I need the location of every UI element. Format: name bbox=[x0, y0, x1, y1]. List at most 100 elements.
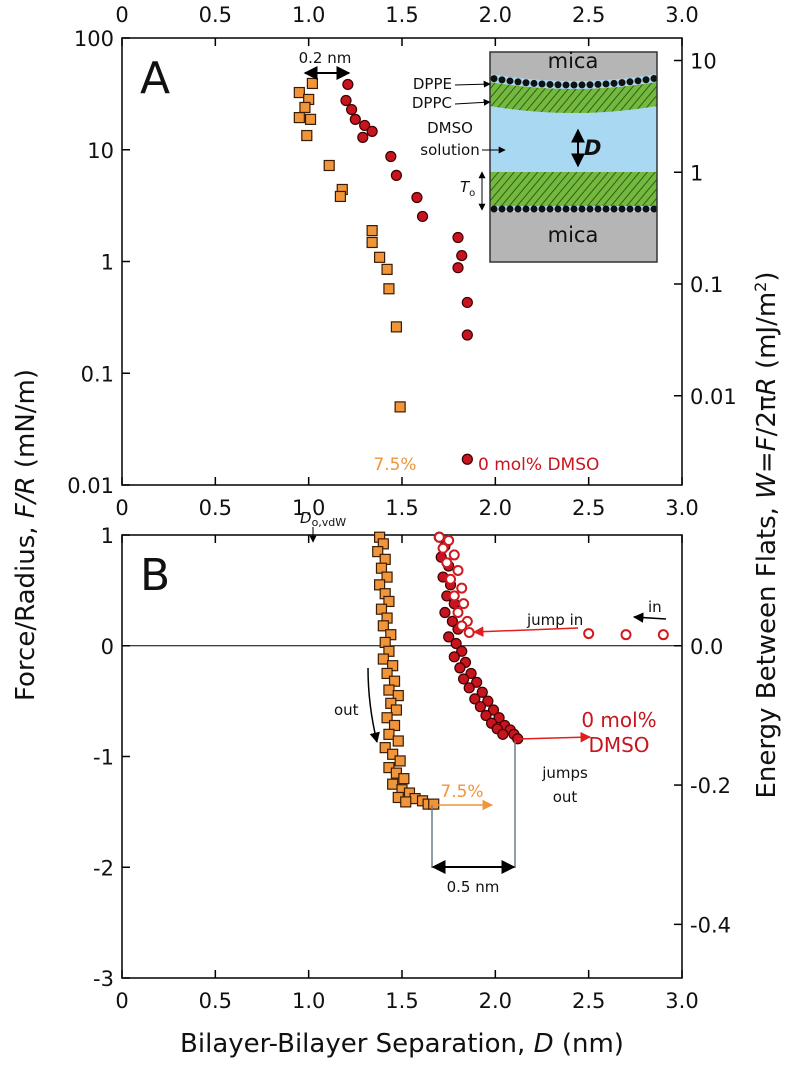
data-point bbox=[458, 673, 470, 685]
data-point bbox=[342, 78, 354, 91]
x-tick-label: 3.0 bbox=[665, 496, 698, 520]
data-point bbox=[392, 689, 404, 702]
headgroup bbox=[578, 81, 586, 89]
y-axis-label: Force/Radius, F/R (mN/m) bbox=[11, 369, 41, 701]
annotation: D bbox=[300, 509, 312, 527]
data-point bbox=[385, 150, 397, 163]
data-point bbox=[480, 709, 492, 722]
y-axis-label: F/R bbox=[11, 476, 41, 518]
data-point bbox=[377, 538, 389, 550]
data-point bbox=[375, 603, 388, 615]
x-tick-label: 2.5 bbox=[572, 3, 605, 27]
data-point bbox=[381, 263, 393, 275]
x-tick-label: 0.5 bbox=[199, 3, 232, 27]
headgroup bbox=[650, 205, 658, 213]
annotation: out bbox=[334, 701, 359, 719]
headgroup bbox=[562, 205, 570, 213]
headgroup bbox=[538, 80, 546, 88]
y2-axis-label: W bbox=[752, 472, 782, 499]
data-point bbox=[456, 249, 468, 262]
y2-tick-label: 0.0 bbox=[690, 635, 723, 659]
data-point bbox=[461, 329, 473, 341]
headgroup bbox=[618, 205, 626, 213]
y2-axis-label: Energy Between Flats, W=F/2πR (mJ/m2) bbox=[751, 271, 782, 798]
x-axis-label: Bilayer-Bilayer Separation, bbox=[180, 1029, 534, 1059]
data-point bbox=[448, 590, 460, 602]
data-point bbox=[458, 598, 470, 610]
headgroup bbox=[594, 80, 602, 88]
data-point bbox=[334, 190, 346, 203]
data-point bbox=[381, 571, 393, 583]
x-tick-label: 0.5 bbox=[199, 989, 232, 1013]
headgroup bbox=[514, 78, 522, 86]
data-point bbox=[366, 225, 378, 237]
x-tick-label: 1.0 bbox=[292, 989, 325, 1013]
y-tick-label: -2 bbox=[93, 856, 114, 880]
panel-label: B bbox=[140, 550, 170, 601]
headgroup bbox=[634, 77, 642, 85]
x-tick-label: 2.0 bbox=[479, 3, 512, 27]
headgroup bbox=[602, 80, 610, 88]
plot-layer: 000.50.51.01.01.51.52.02.02.52.53.03.010… bbox=[67, 3, 737, 1013]
y2-tick-label: 10 bbox=[690, 50, 717, 74]
headgroup bbox=[554, 205, 562, 213]
annotation: 0.2 nm bbox=[299, 49, 352, 67]
series-label: 0 mol% DMSO bbox=[478, 455, 599, 475]
data-point bbox=[452, 607, 464, 619]
data-point bbox=[377, 653, 389, 665]
headgroup bbox=[522, 205, 530, 213]
data-point bbox=[400, 796, 412, 808]
data-point bbox=[493, 712, 505, 724]
annotation: 0.5 nm bbox=[447, 878, 500, 896]
y-tick-label: 100 bbox=[74, 27, 114, 51]
y-tick-label: 0.1 bbox=[81, 362, 114, 386]
data-point bbox=[441, 557, 453, 569]
data-point bbox=[456, 582, 468, 594]
data-point bbox=[346, 103, 358, 116]
y2-axis-label: /2π bbox=[752, 395, 782, 436]
data-point bbox=[383, 684, 395, 696]
x-tick-label: 1.5 bbox=[385, 3, 418, 27]
data-point bbox=[340, 94, 352, 107]
headgroup bbox=[570, 81, 578, 89]
data-point bbox=[452, 262, 464, 274]
data-point bbox=[446, 615, 458, 627]
data-point bbox=[437, 542, 449, 554]
data-point bbox=[657, 629, 669, 641]
inset-label: T bbox=[460, 178, 471, 196]
data-point bbox=[456, 645, 468, 657]
data-point bbox=[390, 321, 402, 333]
y-tick-label: 0.01 bbox=[67, 474, 114, 498]
headgroup bbox=[610, 79, 618, 87]
data-point bbox=[398, 773, 410, 785]
data-point bbox=[394, 755, 406, 767]
x-tick-label: 1.0 bbox=[292, 3, 325, 27]
data-point bbox=[463, 682, 475, 694]
annotation: out bbox=[553, 788, 578, 806]
inset-mica bbox=[490, 52, 657, 81]
headgroup bbox=[586, 205, 594, 213]
headgroup bbox=[626, 78, 634, 86]
data-point bbox=[583, 628, 595, 640]
series-label: 0 mol% DMSO bbox=[581, 708, 657, 757]
y-axis-label: (mN/m) bbox=[11, 369, 41, 476]
x-tick-label: 2.5 bbox=[572, 496, 605, 520]
data-point bbox=[299, 101, 311, 114]
data-point bbox=[443, 535, 455, 547]
data-point bbox=[469, 693, 481, 705]
headgroup bbox=[530, 205, 538, 213]
annotation: jump in bbox=[526, 611, 583, 629]
data-point bbox=[461, 453, 473, 465]
data-point bbox=[381, 667, 393, 680]
data-point bbox=[448, 651, 460, 663]
inset: mica mica DPPE DPPC DMSO solution D To bbox=[412, 49, 658, 263]
data-point bbox=[428, 798, 440, 810]
data-point bbox=[387, 778, 399, 790]
data-point bbox=[450, 637, 462, 650]
series-label: 7.5% bbox=[373, 455, 416, 475]
data-point bbox=[445, 573, 457, 585]
y2-tick-label: 0.1 bbox=[690, 273, 723, 297]
inset-headgroups bbox=[490, 74, 658, 213]
arrow bbox=[517, 732, 592, 743]
